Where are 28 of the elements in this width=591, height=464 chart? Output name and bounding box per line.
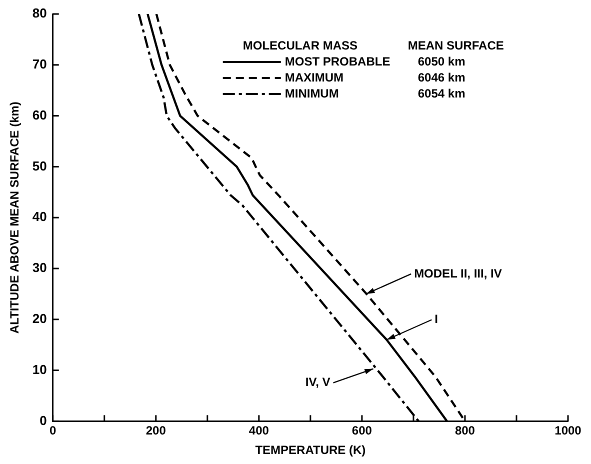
annotation: 6046 km xyxy=(418,70,466,84)
x-tick-label: 600 xyxy=(352,424,372,438)
annotation: 6050 km xyxy=(418,54,466,68)
annotation: 6054 km xyxy=(418,86,466,100)
x-tick-label: 400 xyxy=(248,424,270,438)
y-tick-label: 30 xyxy=(32,260,47,276)
annotation: MODEL II, III, IV xyxy=(414,266,502,280)
x-tick-label: 800 xyxy=(454,424,476,438)
y-tick-label: 20 xyxy=(32,310,47,326)
annotation: IV, V xyxy=(305,375,330,390)
legend-title: MOLECULAR MASS xyxy=(242,38,358,52)
y-tick-label: 60 xyxy=(32,107,47,122)
y-tick-label: 10 xyxy=(32,362,47,377)
y-tick-label: 40 xyxy=(32,209,47,224)
y-tick-label: 70 xyxy=(32,56,47,72)
x-tick-label: 200 xyxy=(146,424,166,438)
legend-label: MOST PROBABLE xyxy=(284,54,390,68)
y-tick-label: 0 xyxy=(40,412,47,428)
y-tick-label: 80 xyxy=(32,6,47,21)
legend-label: MINIMUM xyxy=(284,86,339,100)
x-tick-label: 0 xyxy=(50,424,57,438)
y-axis-title: ALTITUDE ABOVE MEAN SURFACE (km) xyxy=(8,102,22,334)
annotation: MEAN SURFACE xyxy=(408,38,504,52)
y-tick-label: 50 xyxy=(32,158,47,174)
x-axis-title: TEMPERATURE (K) xyxy=(255,443,366,458)
legend-label: MAXIMUM xyxy=(284,70,344,84)
x-tick-label: 1000 xyxy=(554,424,582,438)
annotation: I xyxy=(434,312,438,326)
